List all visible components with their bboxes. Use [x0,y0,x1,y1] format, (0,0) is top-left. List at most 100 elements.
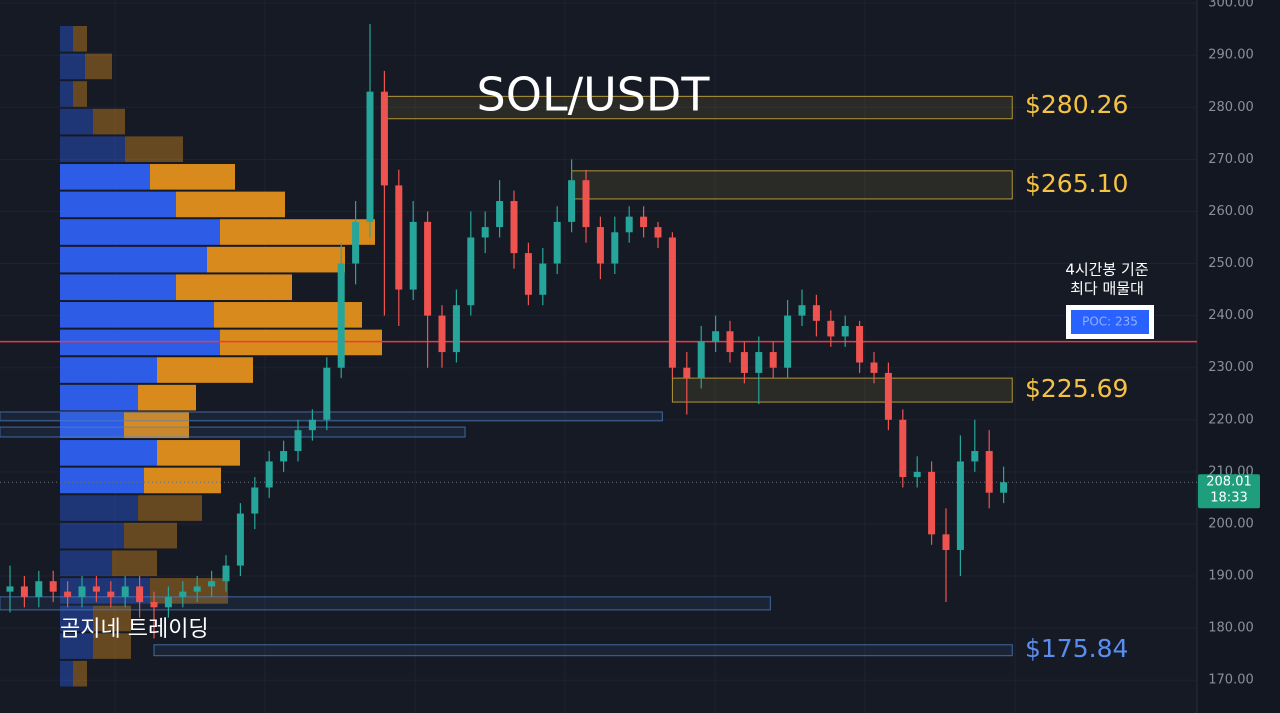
profile-buy [60,578,150,604]
profile-buy [60,274,176,301]
profile-sell [150,164,235,190]
candle-body [409,221,417,290]
candle-body [6,586,14,592]
candle-body [870,362,878,373]
candle-body [164,596,172,608]
candle-body [726,331,734,353]
poc-label: POC: 235 [1082,315,1138,329]
candle-body [136,586,144,603]
candle-body [798,305,806,316]
candle-body [582,180,590,228]
candle-body [625,216,633,233]
profile-buy [60,550,112,577]
candle-body [524,253,532,295]
candle-body [308,419,316,431]
profile-buy [60,246,207,273]
price-zone [571,170,1013,200]
profile-buy [60,191,176,218]
y-tick-label: 200.00 [1208,516,1254,531]
candle-body [496,201,504,228]
candle-body [668,237,676,368]
candle-body [35,581,43,597]
price-zone [0,411,663,422]
candle-body [236,513,244,566]
candle-body [107,591,115,597]
profile-buy [60,164,150,190]
level-label: $280.26 [1025,90,1128,119]
candle-body [769,352,777,368]
profile-sell [176,191,285,218]
last-price-badge [1198,474,1260,509]
profile-sell [207,246,345,273]
profile-buy [60,495,138,521]
candle-body [78,586,86,597]
candle-body [596,227,604,264]
y-tick-label: 190.00 [1208,569,1254,584]
y-tick-label: 170.00 [1208,673,1254,688]
price-zone [0,426,466,438]
candle-body [208,581,216,587]
profile-buy [60,522,124,549]
level-label: $225.69 [1025,374,1128,403]
candle-body [452,305,460,353]
profile-sell [85,53,112,80]
candle-body [424,221,432,316]
candle-body [222,565,230,582]
candle-body [899,419,907,478]
poc-note: 4시간봉 기준 [1065,261,1149,279]
price-zone [671,377,1013,403]
y-tick-label: 230.00 [1208,360,1254,375]
candle-body [121,586,129,597]
profile-sell [220,219,375,245]
candle-body [697,341,705,379]
candle-body [985,451,993,493]
candle-body [712,331,720,342]
profile-buy [60,219,220,245]
profile-buy [60,412,124,439]
candle-body [568,180,576,222]
poc-box-inner [1071,310,1149,334]
candle-body [438,315,446,353]
candle-body [913,471,921,478]
y-tick-label: 250.00 [1208,256,1254,271]
candle-body [956,461,964,550]
candle-body [481,227,489,238]
candle-body [265,461,273,488]
candle-body [971,451,979,462]
candle-body [553,221,561,264]
candle-body [812,305,820,321]
candle-body [755,352,763,373]
profile-sell [112,550,157,577]
profile-sell [214,302,362,328]
profile-buy [60,329,220,356]
level-label: $265.10 [1025,169,1128,198]
candle-body [539,263,547,295]
profile-buy [60,81,73,107]
profile-buy [60,440,157,466]
y-tick-label: 260.00 [1208,204,1254,219]
profile-sell [125,136,183,163]
candle-body [683,367,691,379]
profile-sell [157,440,240,466]
profile-buy [60,633,93,659]
profile-sell [138,384,196,411]
candle-body [294,430,302,452]
profile-sell [73,660,87,687]
candle-body [884,372,892,420]
profile-sell [73,81,87,107]
y-tick-label: 290.00 [1208,48,1254,63]
candle-body [467,237,475,306]
profile-sell [73,25,87,52]
candle-body [280,451,288,462]
profile-buy [60,53,85,80]
profile-sell [124,522,177,549]
candle-body [827,320,835,337]
candle-body [337,263,345,368]
candle-body [640,216,648,228]
y-tick-label: 300.00 [1208,0,1254,11]
profile-buy [60,467,144,494]
candle-body [150,602,158,608]
profile-buy [60,136,125,163]
profile-sell [220,329,382,356]
